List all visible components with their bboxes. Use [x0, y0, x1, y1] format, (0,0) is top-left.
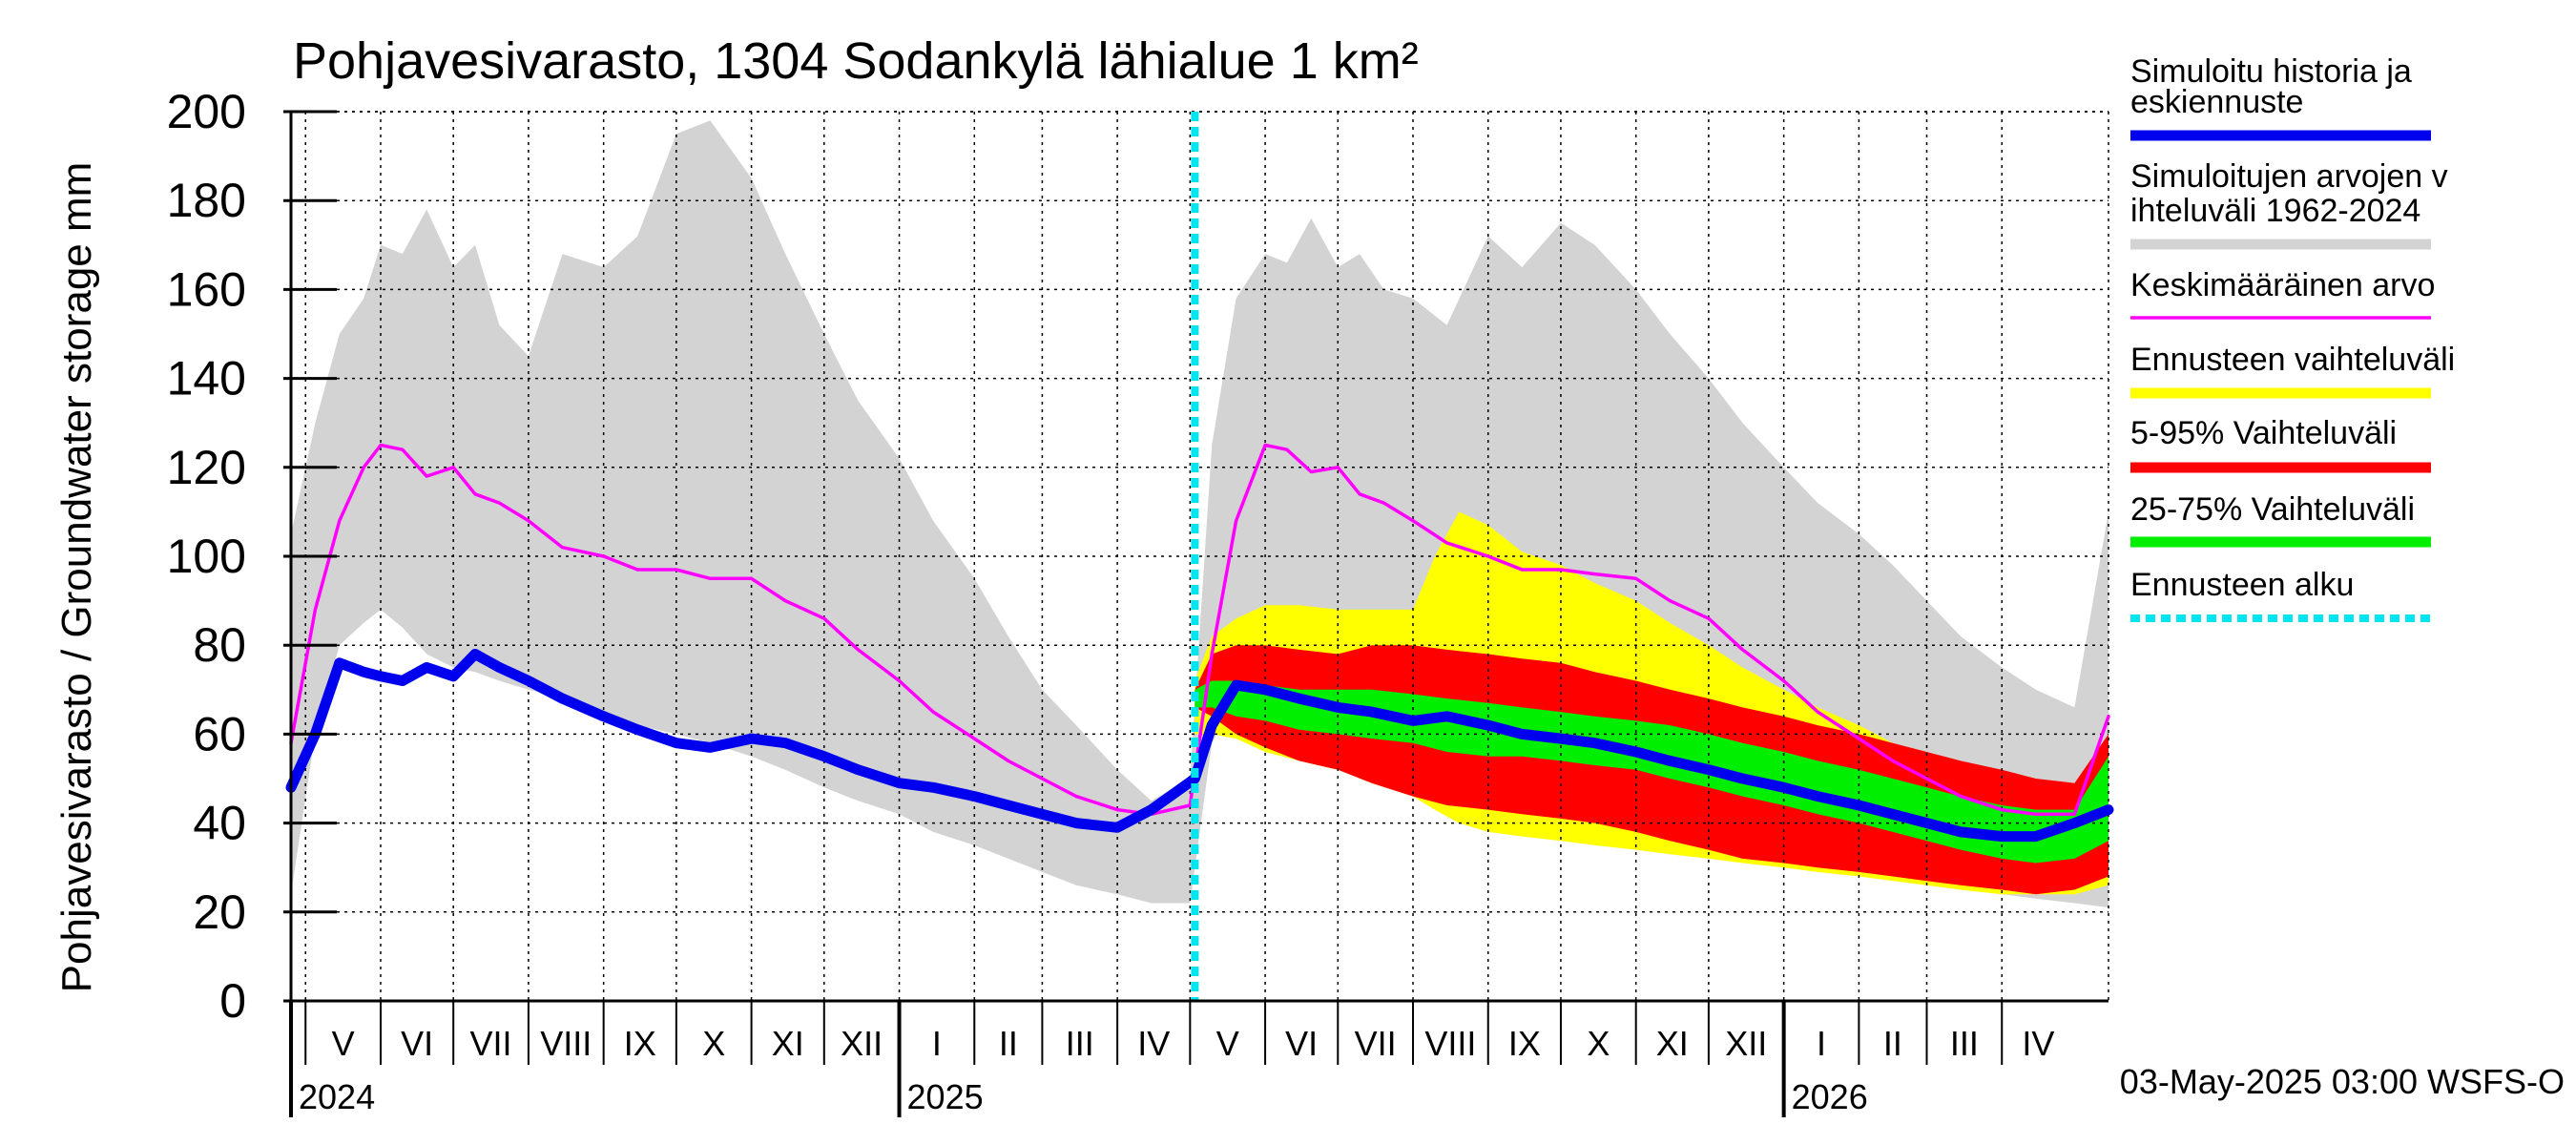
month-label: VIII [1424, 1024, 1476, 1063]
month-label: IV [1137, 1024, 1170, 1063]
month-label: I [932, 1024, 942, 1063]
legend-label: Simuloitujen arvojen v [2130, 158, 2448, 195]
year-label: 2026 [1792, 1077, 1868, 1116]
y-tick-label: 80 [193, 618, 246, 672]
month-label: XII [841, 1024, 883, 1063]
y-tick-label: 200 [167, 85, 246, 138]
month-label: VII [1355, 1024, 1397, 1063]
range-bands [291, 120, 2109, 908]
month-label: VI [1285, 1024, 1318, 1063]
legend-label: 5-95% Vaihteluväli [2130, 415, 2397, 451]
legend-label: eskiennuste [2130, 84, 2303, 120]
year-label: 2024 [299, 1077, 375, 1116]
legend-label: 25-75% Vaihteluväli [2130, 491, 2415, 528]
month-label: IX [624, 1024, 656, 1063]
month-label: V [332, 1024, 355, 1063]
month-label: VIII [540, 1024, 592, 1063]
y-tick-label: 0 [219, 974, 246, 1028]
y-tick-label: 180 [167, 174, 246, 227]
month-label: IV [2022, 1024, 2054, 1063]
y-tick-label: 160 [167, 262, 246, 316]
legend-label: Ennusteen alku [2130, 567, 2354, 603]
band-3 [1195, 680, 2109, 864]
month-label: XI [1656, 1024, 1689, 1063]
month-label: X [1587, 1024, 1610, 1063]
month-label: IX [1508, 1024, 1541, 1063]
year-label: 2025 [907, 1077, 984, 1116]
legend-label: Ennusteen vaihteluväli [2130, 342, 2455, 378]
month-label: II [1883, 1024, 1902, 1063]
month-label: V [1216, 1024, 1239, 1063]
y-tick-label: 40 [193, 797, 246, 850]
y-axis-label: Pohjavesivarasto / Groundwater storage m… [53, 162, 100, 993]
month-label: VI [401, 1024, 433, 1063]
month-label: VII [470, 1024, 512, 1063]
y-tick-label: 100 [167, 530, 246, 583]
month-label: X [702, 1024, 725, 1063]
month-label: III [1066, 1024, 1094, 1063]
month-label: III [1950, 1024, 1979, 1063]
y-tick-label: 140 [167, 352, 246, 406]
y-tick-label: 120 [167, 441, 246, 494]
series-lines [285, 112, 2114, 1001]
y-tick-label: 60 [193, 707, 246, 760]
month-label: XII [1725, 1024, 1767, 1063]
month-label: II [999, 1024, 1018, 1063]
footer-timestamp: 03-May-2025 03:00 WSFS-O [2120, 1062, 2565, 1101]
legend-label: Keskimääräinen arvo [2130, 267, 2435, 303]
legend-label: Simuloitu historia ja [2130, 53, 2412, 90]
series-line-0 [289, 443, 2110, 817]
chart-title: Pohjavesivarasto, 1304 Sodankylä lähialu… [293, 32, 1419, 90]
series-line-1 [285, 649, 2114, 843]
legend: Simuloitu historia ja eskiennuste Simuloi… [2130, 53, 2455, 622]
month-label: XI [772, 1024, 804, 1063]
month-label: I [1817, 1024, 1826, 1063]
y-tick-label: 20 [193, 885, 246, 939]
legend-label: ihteluväli 1962-2024 [2130, 193, 2420, 229]
